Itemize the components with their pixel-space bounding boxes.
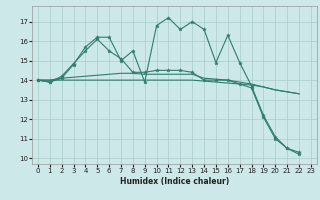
X-axis label: Humidex (Indice chaleur): Humidex (Indice chaleur) (120, 177, 229, 186)
